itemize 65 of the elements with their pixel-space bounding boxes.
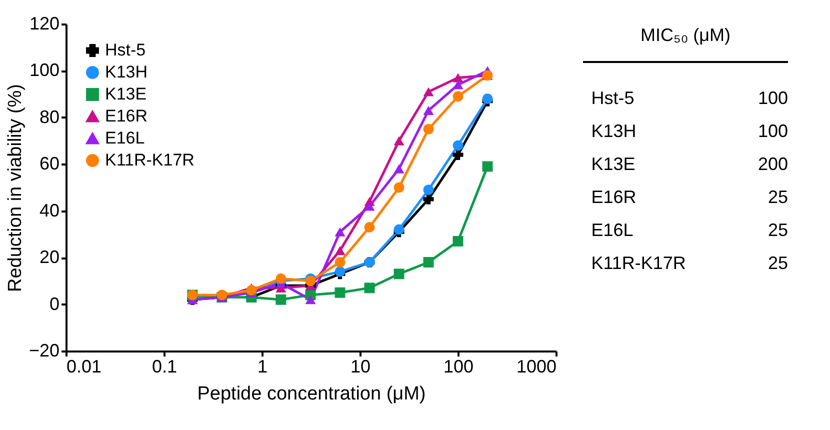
point [452,140,464,151]
point [423,257,434,268]
point [394,136,404,146]
point [334,227,346,236]
legend-label: E16R [105,106,148,126]
y-tick-label: 80 [39,106,60,127]
text: K13H [591,121,636,141]
legend-label: K13E [105,84,147,104]
x-tick-label: 1000 [516,356,556,376]
point [423,106,434,115]
y-tick-label: −20 [28,340,60,360]
legend-label: Hst-5 [105,40,146,60]
point [423,124,434,134]
x-axis-title: Peptide concentration (μM) [197,384,426,404]
point [334,266,346,277]
x-tick-label: 0.01 [66,356,102,376]
x-tick-label: 1 [257,356,268,376]
point [364,222,375,232]
text: 25 [768,220,788,240]
point [452,236,464,246]
point [423,87,434,96]
legend-label: E16L [105,128,145,148]
point [394,164,404,174]
legend-label: K11R-K17R [105,150,194,170]
y-tick-label: 100 [29,60,60,80]
text: K13E [591,154,636,174]
point [334,246,346,256]
point [452,150,464,160]
text: K11R-K17R [591,253,686,273]
text: 25 [768,253,788,273]
y-tick-label: 20 [39,247,60,268]
point [452,91,464,102]
point [452,73,464,82]
y-axis-title: Reduction in viability (%) [4,84,26,292]
x-tick-label: 100 [443,356,474,376]
y-tick-label: 0 [49,294,60,314]
point [276,294,286,305]
text: 200 [758,154,788,174]
point [364,282,375,294]
text: 100 [758,88,788,108]
legend-label: K13H [105,62,148,82]
text: E16L [591,220,634,240]
point [394,224,404,235]
text: E16R [591,187,636,207]
point [423,184,434,196]
x-tick-label: 10 [350,356,371,376]
point [423,194,434,204]
y-tick-label: 120 [29,14,60,34]
x-tick-label: 0.1 [152,356,178,376]
point [394,268,404,280]
y-tick-label: 60 [39,154,60,174]
point [482,94,493,104]
point [305,295,316,304]
y-tick-label: 40 [39,200,60,220]
point [334,287,346,298]
text: 100 [758,121,788,141]
point [276,273,286,284]
point [482,161,493,172]
point [305,276,316,286]
text: 25 [768,187,788,207]
text: MIC₅₀ (μM) [640,25,731,45]
point [334,257,346,268]
point [452,80,464,90]
text: Hst-5 [591,88,634,108]
point [394,182,404,193]
